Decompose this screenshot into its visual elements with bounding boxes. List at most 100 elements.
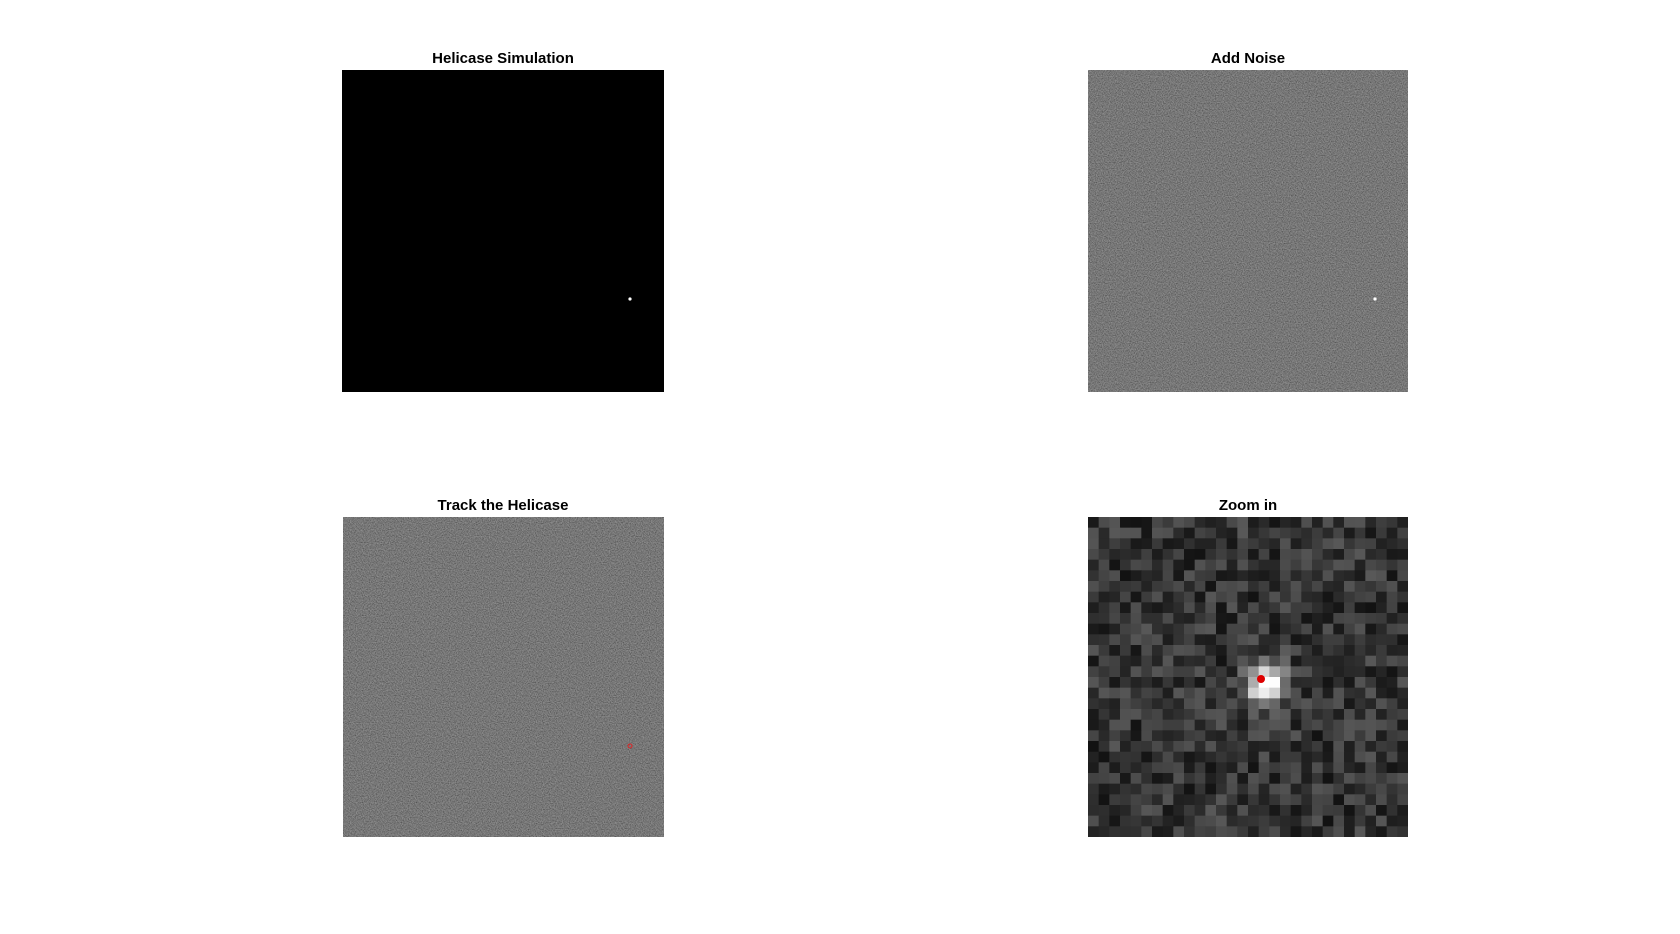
pixel bbox=[1322, 698, 1334, 710]
pixel bbox=[1194, 773, 1206, 785]
pixel bbox=[1237, 527, 1249, 539]
pixel bbox=[1237, 826, 1249, 837]
pixel bbox=[1344, 687, 1356, 699]
pixel bbox=[1088, 709, 1100, 721]
pixel bbox=[1258, 602, 1270, 614]
pixel bbox=[1269, 730, 1281, 742]
pixel bbox=[1205, 623, 1217, 635]
pixel bbox=[1237, 549, 1249, 561]
pixel bbox=[1216, 623, 1228, 635]
pixel bbox=[1397, 517, 1408, 529]
pixel bbox=[1130, 794, 1142, 806]
pixel bbox=[1248, 538, 1260, 550]
pixel bbox=[1322, 623, 1334, 635]
pixel bbox=[1120, 570, 1132, 582]
pixel bbox=[1109, 751, 1121, 763]
pixel bbox=[1397, 815, 1408, 827]
pixel bbox=[1248, 634, 1260, 646]
pixel bbox=[1269, 751, 1281, 763]
pixel bbox=[1269, 538, 1281, 550]
pixel bbox=[1141, 602, 1153, 614]
pixel bbox=[1088, 623, 1100, 635]
pixel bbox=[1258, 549, 1270, 561]
pixel bbox=[1237, 751, 1249, 763]
pixel bbox=[1130, 623, 1142, 635]
pixel bbox=[1301, 634, 1313, 646]
pixel bbox=[1226, 805, 1238, 817]
noisy-image bbox=[1088, 70, 1408, 392]
pixel bbox=[1386, 634, 1398, 646]
pixel bbox=[1216, 762, 1228, 774]
pixel bbox=[1322, 687, 1334, 699]
pixel bbox=[1109, 623, 1121, 635]
pixel bbox=[1344, 762, 1356, 774]
pixel bbox=[1333, 773, 1345, 785]
pixel bbox=[1344, 794, 1356, 806]
pixel bbox=[1290, 815, 1302, 827]
pixel bbox=[1141, 805, 1153, 817]
pixel bbox=[1312, 581, 1324, 593]
pixel bbox=[1194, 698, 1206, 710]
pixel bbox=[1237, 602, 1249, 614]
pixel bbox=[1386, 687, 1398, 699]
pixel bbox=[1376, 687, 1388, 699]
pixel bbox=[1141, 709, 1153, 721]
pixel bbox=[1376, 527, 1388, 539]
pixel bbox=[1098, 805, 1110, 817]
pixel bbox=[1397, 613, 1408, 625]
pixel bbox=[1216, 677, 1228, 689]
pixel bbox=[1376, 549, 1388, 561]
pixel bbox=[1248, 751, 1260, 763]
pixel bbox=[1109, 730, 1121, 742]
pixel bbox=[1386, 570, 1398, 582]
pixel bbox=[1312, 602, 1324, 614]
pixel bbox=[1194, 751, 1206, 763]
pixel bbox=[1098, 687, 1110, 699]
pixel bbox=[1098, 730, 1110, 742]
pixel bbox=[1141, 613, 1153, 625]
pixel bbox=[1141, 570, 1153, 582]
pixel bbox=[1312, 613, 1324, 625]
pixel bbox=[1376, 805, 1388, 817]
pixel bbox=[1269, 666, 1281, 678]
pixel bbox=[1333, 698, 1345, 710]
pixel bbox=[1216, 634, 1228, 646]
pixel bbox=[1120, 591, 1132, 603]
pixel bbox=[1216, 687, 1228, 699]
pixel bbox=[1301, 815, 1313, 827]
pixel bbox=[1098, 634, 1110, 646]
pixel bbox=[1109, 517, 1121, 529]
pixel bbox=[1130, 730, 1142, 742]
pixel bbox=[1301, 623, 1313, 635]
pixel bbox=[1226, 751, 1238, 763]
pixel bbox=[1322, 783, 1334, 795]
pixel bbox=[1312, 655, 1324, 667]
pixel bbox=[1386, 762, 1398, 774]
pixel bbox=[1344, 719, 1356, 731]
pixel bbox=[1216, 581, 1228, 593]
pixel bbox=[1248, 698, 1260, 710]
pixel bbox=[1184, 655, 1196, 667]
pixel bbox=[1120, 559, 1132, 571]
pixel bbox=[1386, 581, 1398, 593]
pixel bbox=[1290, 794, 1302, 806]
pixel bbox=[1376, 570, 1388, 582]
pixel bbox=[1120, 634, 1132, 646]
pixel bbox=[1120, 687, 1132, 699]
pixel bbox=[1226, 709, 1238, 721]
pixel bbox=[1322, 677, 1334, 689]
pixel bbox=[1322, 581, 1334, 593]
pixel bbox=[1344, 613, 1356, 625]
pixel bbox=[1258, 666, 1270, 678]
pixel bbox=[1290, 687, 1302, 699]
pixel bbox=[1184, 741, 1196, 753]
pixel bbox=[1258, 645, 1270, 657]
pixel bbox=[1109, 602, 1121, 614]
panel-title: Track the Helicase bbox=[438, 497, 569, 514]
pixel bbox=[1290, 741, 1302, 753]
pixel bbox=[1152, 773, 1164, 785]
pixel bbox=[1141, 698, 1153, 710]
pixel bbox=[1141, 741, 1153, 753]
pixel bbox=[1312, 687, 1324, 699]
